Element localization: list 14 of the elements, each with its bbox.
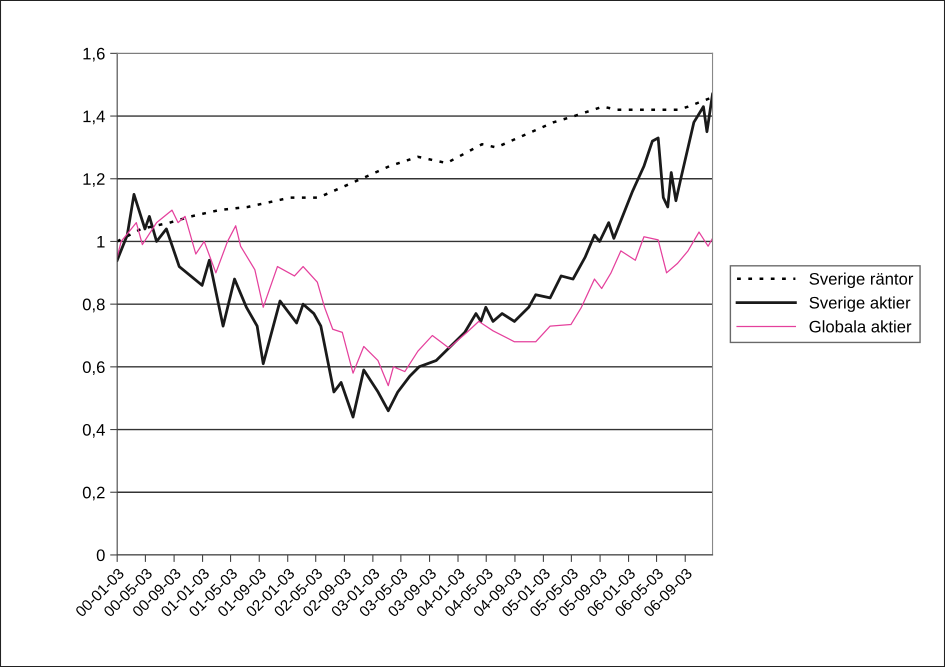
y-tick-label: 1,4 — [83, 110, 105, 124]
legend-label: Sverige räntor — [809, 272, 914, 288]
legend-label: Sverige aktier — [809, 296, 910, 312]
y-tick-label: 0 — [96, 549, 105, 562]
y-tick-label: 1,6 — [83, 48, 105, 62]
y-tick-label: 0,4 — [82, 424, 105, 438]
y-tick-label: 1,2 — [83, 173, 105, 187]
legend-label: Globala aktier — [810, 320, 912, 332]
line-series — [117, 92, 713, 418]
y-tick-label: 0,2 — [82, 486, 105, 500]
y-tick-label: 0,6 — [82, 361, 105, 376]
y-tick-label: 1 — [97, 236, 105, 248]
line-series — [117, 209, 713, 386]
y-tick-label: 0,8 — [82, 298, 105, 312]
